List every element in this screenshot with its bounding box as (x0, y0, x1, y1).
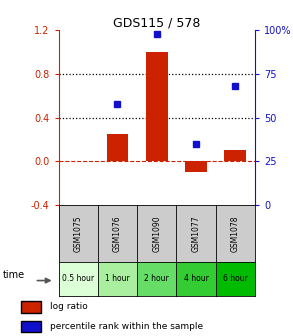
Bar (146, 52, 168, 161)
Bar (107, 134, 128, 161)
FancyBboxPatch shape (21, 321, 41, 332)
Text: time: time (3, 270, 25, 280)
Text: GSM1078: GSM1078 (231, 215, 240, 252)
Text: GSM1075: GSM1075 (74, 215, 83, 252)
Text: 0.5 hour: 0.5 hour (62, 275, 94, 283)
FancyBboxPatch shape (21, 301, 41, 312)
Text: percentile rank within the sample: percentile rank within the sample (50, 322, 203, 331)
Text: GSM1090: GSM1090 (152, 215, 161, 252)
Text: 6 hour: 6 hour (223, 275, 248, 283)
Bar (224, 151, 246, 161)
Bar (185, 161, 207, 172)
Title: GDS115 / 578: GDS115 / 578 (113, 16, 200, 29)
Text: 2 hour: 2 hour (144, 275, 169, 283)
Text: log ratio: log ratio (50, 302, 88, 311)
Text: GSM1076: GSM1076 (113, 215, 122, 252)
Text: GSM1077: GSM1077 (192, 215, 200, 252)
Text: 4 hour: 4 hour (184, 275, 208, 283)
Text: 1 hour: 1 hour (105, 275, 130, 283)
